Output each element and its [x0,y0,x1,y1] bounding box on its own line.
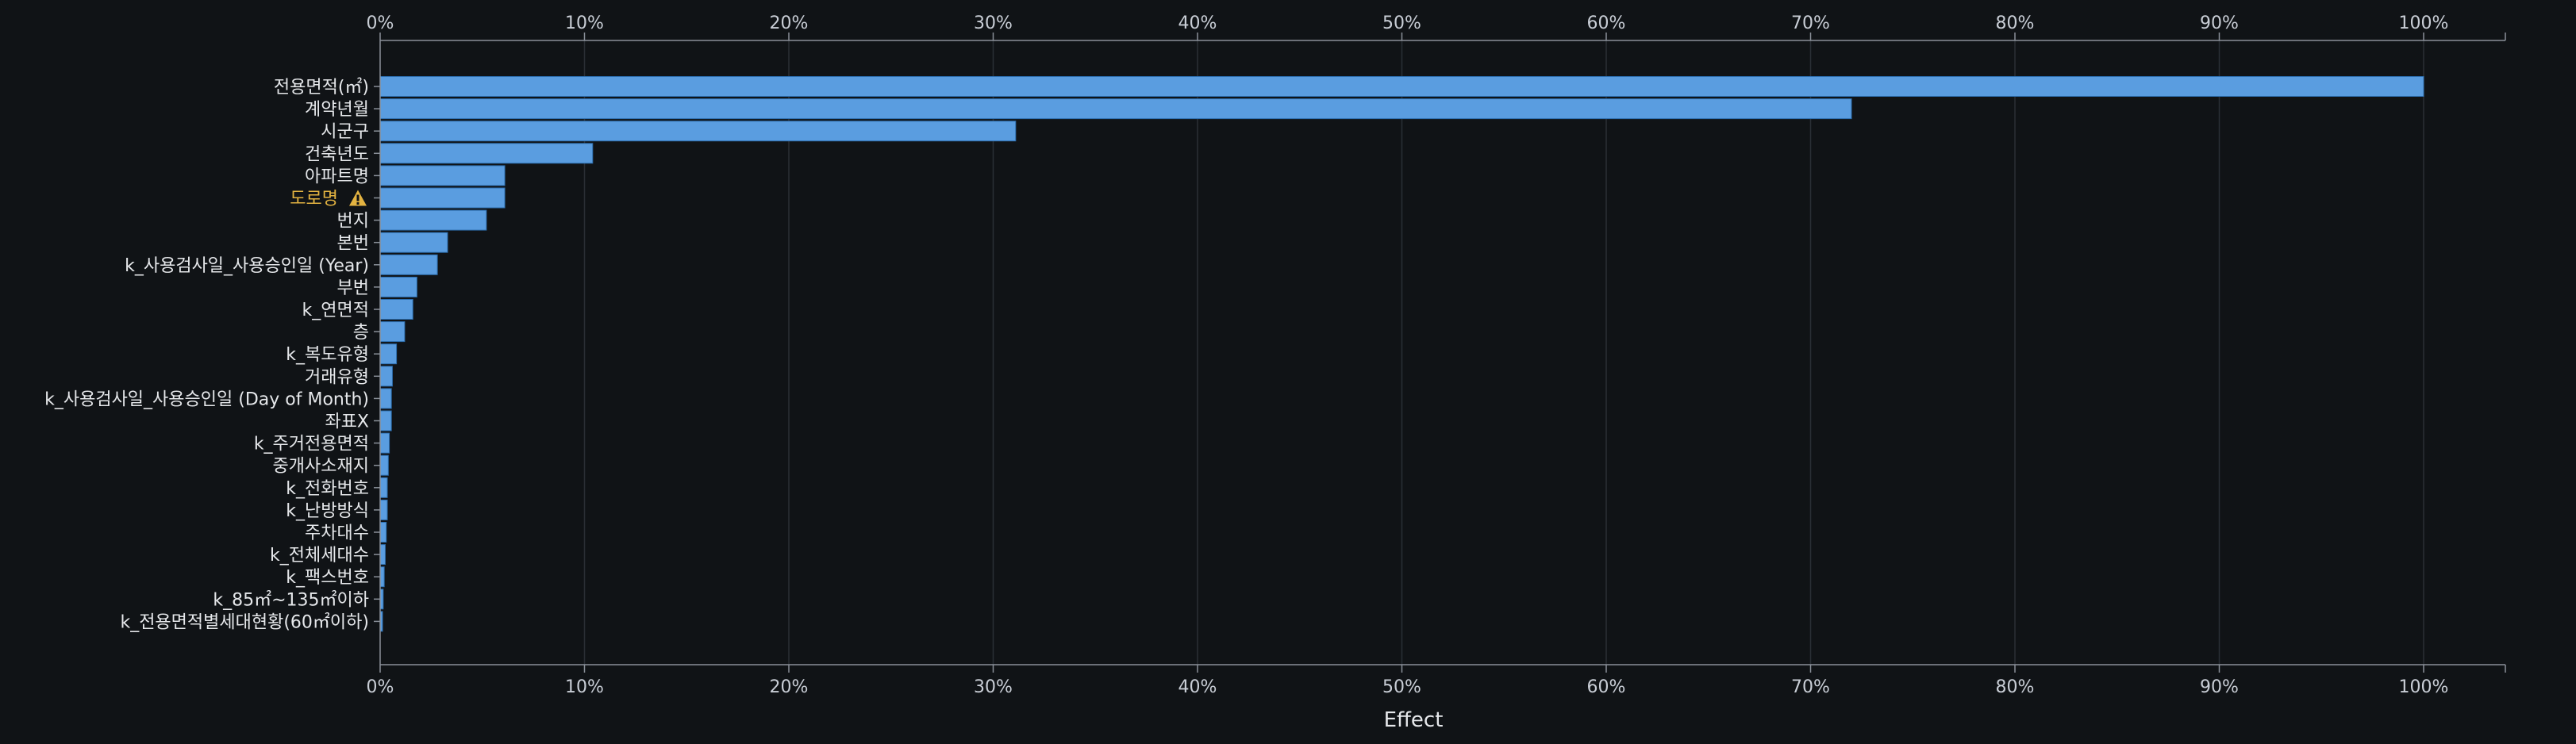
bar-14 [379,388,392,409]
category-label-6: 번지 [337,212,369,232]
category-label-5: 도로명 [290,190,338,209]
top-tick-label-0: 0% [367,13,394,33]
category-label-17: 중개사소재지 [273,457,369,477]
category-label-13: 거래유형 [305,367,369,387]
bar-3 [379,143,594,164]
top-tick-label-2: 20% [770,13,809,33]
top-tick-label-4: 40% [1178,13,1217,33]
bottom-tick-label-10: 100% [2399,677,2449,697]
category-label-0: 전용면적(㎡) [274,77,369,98]
category-label-18: k_전화번호 [286,479,369,499]
bar-18 [379,477,388,498]
bottom-tick-label-4: 40% [1178,677,1217,697]
category-label-layer: 전용면적(㎡)계약년월시군구건축년도아파트명도로명번지본번k_사용검사일_사용승… [44,77,369,632]
warning-triangle-icon [349,190,367,206]
bar-10 [379,299,413,320]
top-tick-label-1: 10% [565,13,604,33]
category-label-4: 아파트명 [305,167,369,186]
bottom-tick-label-6: 60% [1587,677,1626,697]
bar-15 [379,410,392,431]
bar-16 [379,432,390,454]
bottom-tick-label-5: 50% [1382,677,1421,697]
bar-5 [379,187,506,209]
category-label-12: k_복도유형 [286,345,369,365]
bar-17 [379,454,389,476]
warning-exclamation-dot [356,202,359,205]
category-label-1: 계약년월 [305,100,369,120]
category-label-14: k_사용검사일_사용승인일 (Day of Month) [44,389,369,409]
warning-exclamation-bar [356,194,359,201]
bar-7 [379,232,448,253]
category-label-15: 좌표X [325,412,369,432]
x-axis-title: Effect [1384,708,1444,732]
category-label-11: 층 [353,323,369,343]
bottom-tick-label-1: 10% [565,677,604,697]
category-label-22: k_팩스번호 [286,568,369,588]
bar-6 [379,209,487,231]
bottom-tick-label-0: 0% [367,677,394,697]
bar-19 [379,499,388,520]
bar-layer [379,76,2424,632]
top-tick-label-5: 50% [1382,13,1421,33]
category-label-24: k_전용면적별세대현황(60㎡이하) [120,612,369,632]
top-tick-label-6: 60% [1587,13,1626,33]
bar-2 [379,121,1017,142]
bar-0 [379,76,2424,97]
category-label-19: k_난방방식 [286,501,369,521]
top-tick-label-9: 90% [2200,13,2239,33]
category-label-2: 시군구 [321,122,369,142]
category-label-16: k_주거전용면적 [254,435,369,454]
bar-12 [379,343,398,365]
bar-9 [379,276,417,297]
bottom-tick-label-2: 20% [770,677,809,697]
bar-4 [379,165,506,186]
category-label-8: k_사용검사일_사용승인일 (Year) [125,256,369,276]
top-tick-label-10: 100% [2399,13,2449,33]
bar-8 [379,254,438,275]
category-label-7: 본번 [337,234,369,254]
bar-11 [379,321,406,343]
category-label-3: 건축년도 [305,144,369,164]
bar-13 [379,366,393,387]
bar-1 [379,98,1852,120]
top-tick-label-3: 30% [974,13,1013,33]
bar-22 [379,566,385,588]
category-label-23: k_85㎡~135㎡이하 [213,589,369,610]
grid-layer [583,40,2424,665]
bottom-tick-label-9: 90% [2200,677,2239,697]
category-label-20: 주차대수 [305,523,369,543]
bottom-tick-label-8: 80% [1996,677,2035,697]
category-label-10: k_연면적 [302,301,369,320]
top-tick-label-7: 70% [1791,13,1830,33]
bar-20 [379,522,387,543]
bottom-tick-label-3: 30% [974,677,1013,697]
axis-layer: 0% 0% 10% 10% 20% 20% 30% 30% 40% 40% 50% 50% 60% 60%… [367,13,2506,697]
bottom-tick-label-7: 70% [1791,677,1830,697]
category-label-21: k_전체세대수 [270,546,369,566]
bar-21 [379,544,386,566]
top-tick-label-8: 80% [1996,13,2035,33]
category-label-9: 부번 [337,278,369,298]
